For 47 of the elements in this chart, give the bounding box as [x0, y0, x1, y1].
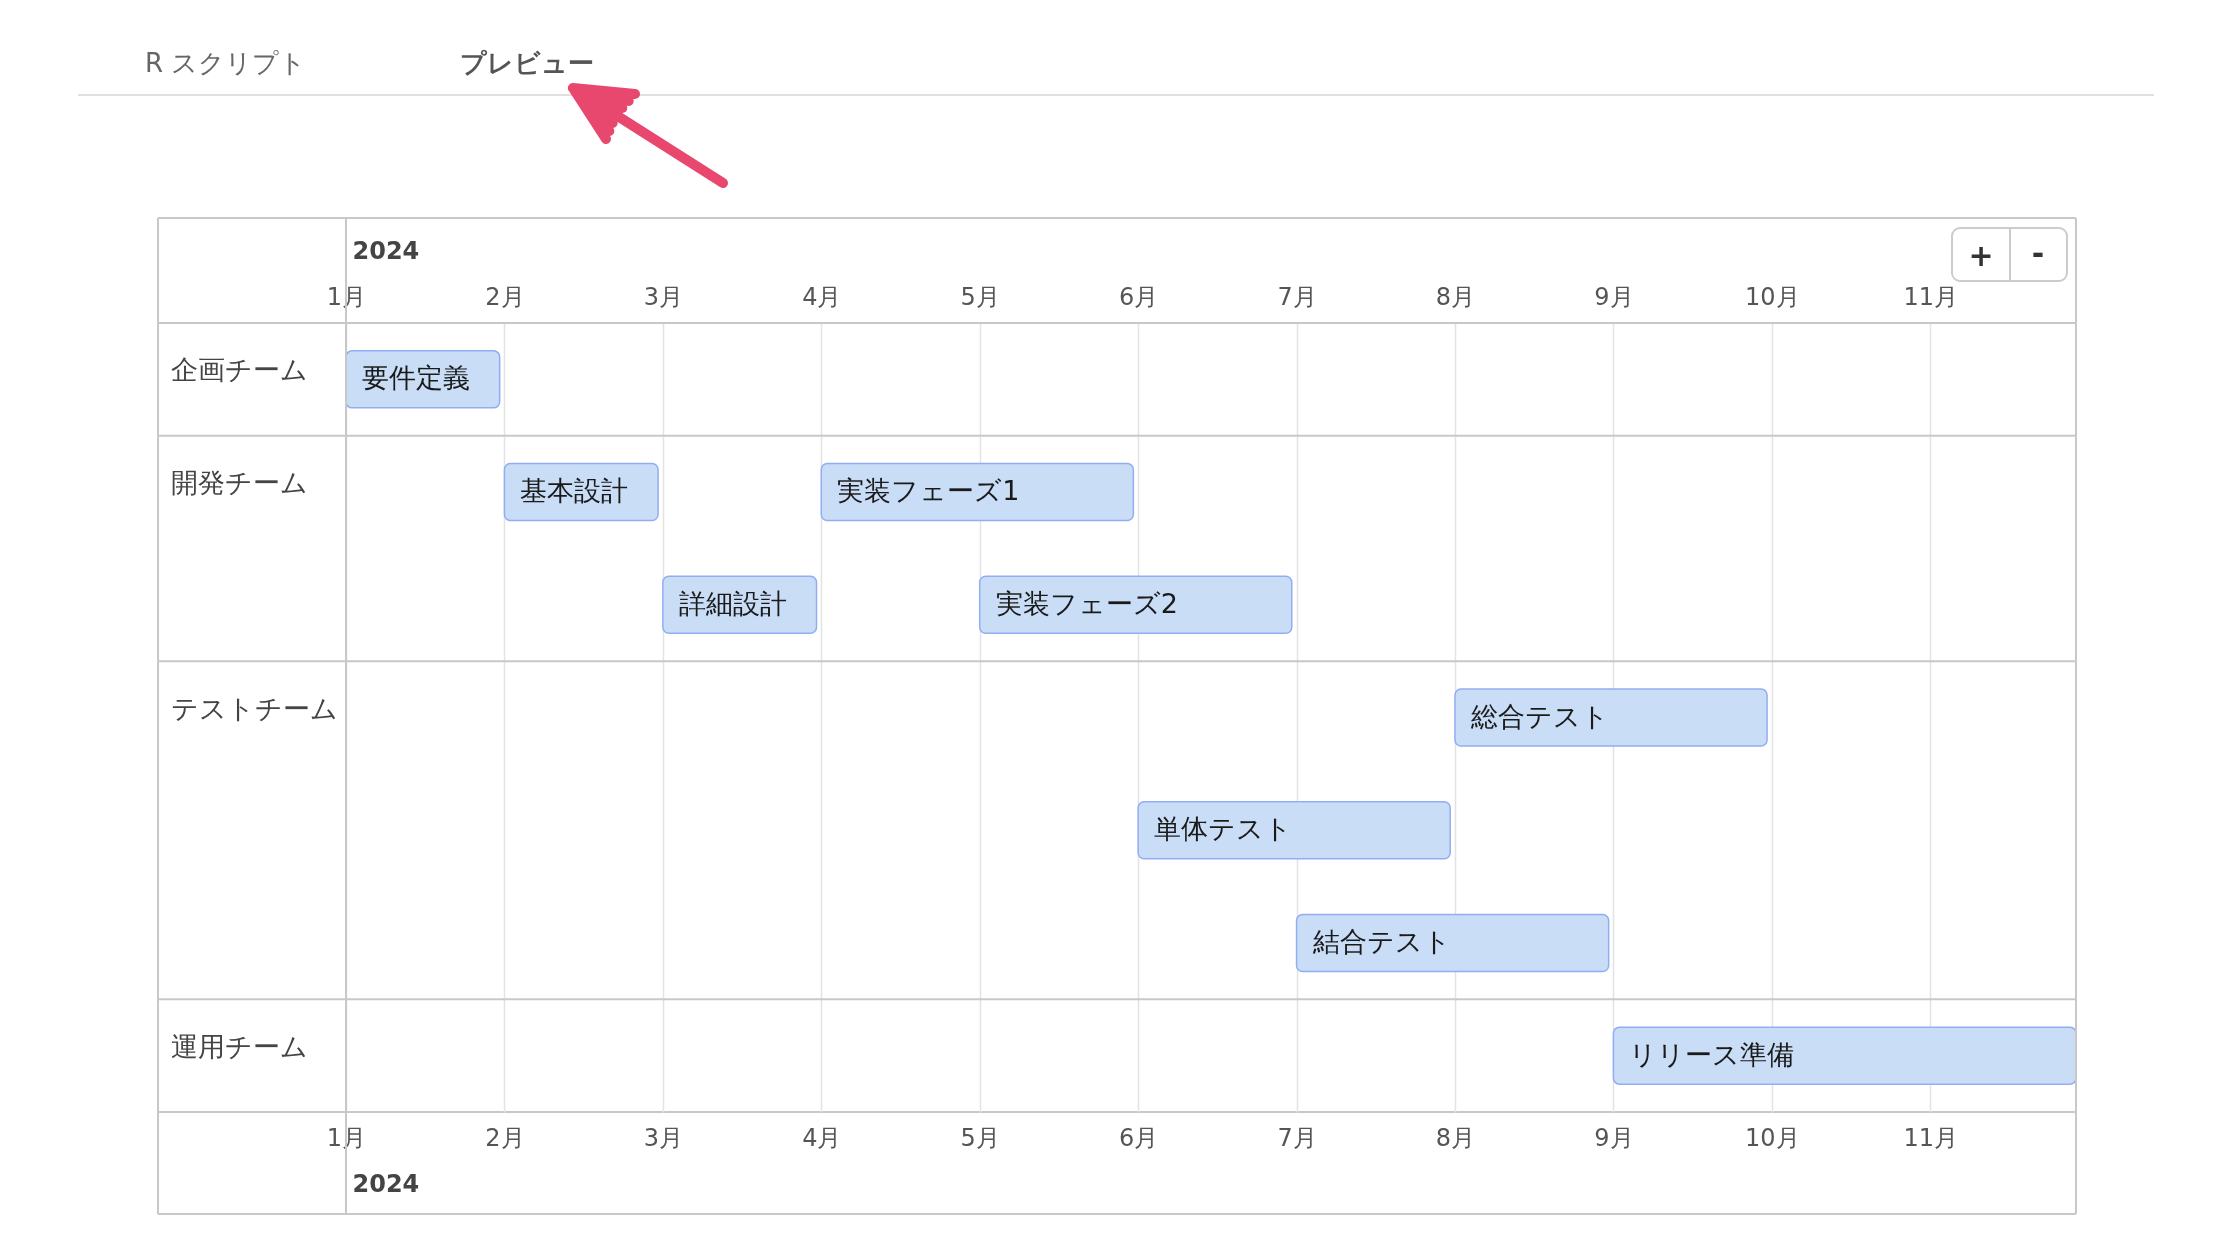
- text: R スクリプト: [145, 48, 307, 78]
- x-tick-label: 9月: [1594, 282, 1634, 311]
- x2-tick-label: 6月: [1118, 1123, 1159, 1152]
- x-tick-label: 6月: [1118, 282, 1159, 311]
- x-tick-label: 1月: [326, 282, 367, 311]
- text: -: [2031, 236, 2045, 271]
- data-label: 実装フェーズ1: [837, 475, 1020, 507]
- x2-tick-label: 3月: [643, 1123, 683, 1152]
- x2-tick-label: 10月: [1745, 1123, 1800, 1152]
- x-tick-label: 3月: [643, 282, 683, 311]
- bar: [1454, 688, 1768, 747]
- data-label: 詳細設計: [678, 587, 787, 619]
- x2-tick-label: 1月: [326, 1123, 367, 1152]
- y-tick-label: 運用チーム: [170, 1030, 308, 1062]
- text: プレビュー: [460, 48, 594, 78]
- bar: [978, 575, 1293, 635]
- x-tick-label: 2月: [485, 282, 525, 311]
- x2-tick-label: 8月: [1435, 1123, 1476, 1152]
- x2-tick-label: 11月: [1903, 1123, 1959, 1152]
- y-tick-label: 開発チーム: [170, 467, 308, 499]
- bar: [820, 462, 1135, 522]
- x-tick-label: 10月: [1745, 282, 1800, 311]
- data-label: リリース準備: [1629, 1038, 1795, 1070]
- bar: [1612, 1026, 2077, 1085]
- data-label: 単体テスト: [1154, 813, 1293, 845]
- x-tick-label: 11月: [1903, 282, 1959, 311]
- data-label: 実装フェーズ2: [995, 587, 1178, 619]
- y-tick-label: 企画チーム: [170, 354, 308, 386]
- x2-tick-label: 5月: [960, 1123, 1000, 1152]
- x2-tick-label: 2月: [485, 1123, 525, 1152]
- data-label: 要件定義: [362, 362, 470, 394]
- x-tick-label: 5月: [960, 282, 1000, 311]
- x2-axis-title: 2024: [352, 236, 420, 265]
- bar: [1295, 913, 1610, 973]
- y-tick-label: テストチーム: [170, 692, 338, 724]
- x2-tick-label: 7月: [1277, 1123, 1317, 1152]
- data-label: 結合テスト: [1311, 925, 1451, 957]
- x-tick-label: 4月: [802, 282, 842, 311]
- x-tick-label: 8月: [1435, 282, 1476, 311]
- data-label: 総合テスト: [1469, 700, 1609, 732]
- x2-tick-label: 4月: [802, 1123, 842, 1152]
- data-label: 基本設計: [520, 475, 629, 507]
- text: +: [1968, 238, 1994, 273]
- x-axis-title: 2024: [352, 1169, 420, 1198]
- bar: [1137, 800, 1451, 860]
- x-tick-label: 7月: [1277, 282, 1317, 311]
- x2-tick-label: 9月: [1594, 1123, 1634, 1152]
